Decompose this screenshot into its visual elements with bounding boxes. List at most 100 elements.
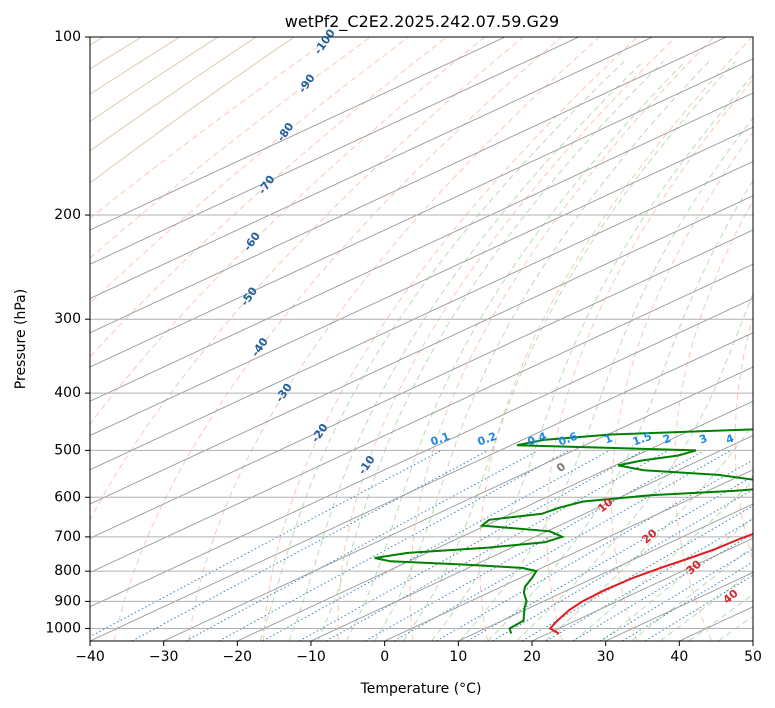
isotherm-line (90, 229, 753, 539)
dry-adiabat-label: -10 (356, 453, 378, 477)
isotherm-line (237, 400, 753, 641)
mixing-ratio-label: 1 (603, 432, 615, 447)
y-tick-label: 300 (54, 311, 81, 327)
isotherm-line (90, 298, 753, 608)
mixing-ratio-label: 0.4 (526, 430, 549, 449)
x-tick-label: −40 (75, 649, 105, 665)
moist-adiabat-label: 0 (554, 460, 568, 475)
isotherm-line (310, 435, 753, 641)
isotherm-line (90, 37, 727, 334)
moist-adiabat-label: 20 (640, 526, 660, 546)
dry-adiabat-label: -40 (249, 335, 271, 359)
y-tick-label: 600 (54, 489, 81, 505)
isotherm-line (90, 37, 506, 231)
dry-adiabat-line (90, 37, 409, 304)
moist-adiabat-line (288, 61, 644, 641)
y-axis-label: Pressure (hPa) (13, 289, 29, 389)
isotherm-line (90, 195, 753, 505)
moist-adiabat-line (402, 61, 736, 641)
dry-adiabat-label: -30 (273, 381, 295, 405)
x-axis-label: Temperature (°C) (360, 681, 482, 697)
y-tick-label: 1000 (45, 620, 81, 636)
mixing-ratio-line (393, 449, 732, 641)
isotherm-line (90, 126, 753, 436)
dry-adiabat-line (611, 131, 753, 641)
dry-adiabat-line (90, 37, 448, 358)
mixing-ratio-label: 0.6 (557, 430, 580, 449)
chart-grid (0, 37, 753, 641)
mixing-ratio-line (185, 449, 539, 641)
series-group (374, 428, 753, 635)
dry-adiabat-line (113, 37, 562, 641)
dry-adiabat-line (263, 37, 638, 641)
mixing-ratio-line (492, 488, 753, 641)
mixing-ratio-label: 3 (697, 432, 709, 447)
moist-adiabat-line (718, 615, 753, 641)
moist-adiabat-line (374, 61, 710, 641)
y-tick-label: 900 (54, 593, 81, 609)
mixing-ratio-label: 0.1 (429, 430, 452, 449)
dry-adiabat-label: -90 (296, 71, 318, 95)
mixing-ratio-label: 2 (661, 432, 673, 447)
isotherm-line (531, 537, 753, 641)
mixing-ratio-label: 1.5 (631, 430, 654, 449)
moist-adiabat-line (317, 61, 664, 641)
mixing-ratio-line (644, 574, 753, 641)
mixing-ratio-line (298, 449, 644, 641)
moist-adiabat-line (345, 61, 686, 641)
dry-adiabat-label: -80 (274, 120, 296, 144)
mixing-ratio-line (599, 548, 753, 641)
chart-axes: −40 −30 −20 −10 0 10 20 30 40 5010020030040050060… (45, 29, 762, 665)
x-tick-label: 40 (670, 649, 688, 665)
isotherm-line (90, 37, 579, 265)
mixing-ratio-line (90, 449, 442, 638)
dry-adiabat-label: -20 (309, 421, 331, 445)
dry-adiabat-label: -70 (256, 173, 278, 197)
mixing-ratio-line (218, 449, 570, 641)
x-tick-label: 10 (449, 649, 467, 665)
cold-adiabat-line (90, 37, 219, 123)
x-tick-label: 20 (523, 649, 541, 665)
isotherm-line (384, 469, 753, 641)
y-tick-label: 400 (54, 385, 81, 401)
isotherm-line (90, 263, 753, 573)
isotherm-line (90, 332, 753, 641)
mixing-ratio-label: 0.2 (476, 430, 499, 449)
y-tick-label: 100 (54, 29, 81, 45)
plot-frame (89, 36, 754, 642)
x-tick-label: 50 (744, 649, 762, 665)
moist-adiabat-label: 30 (684, 557, 704, 577)
x-tick-label: −20 (223, 649, 253, 665)
temperature-profile-line (548, 532, 753, 635)
plot-area (0, 37, 753, 641)
mixing-ratio-line (622, 561, 753, 641)
cold-adiabat-line (0, 37, 65, 641)
mixing-ratio-line (365, 449, 705, 641)
dry-adiabat-line (479, 37, 753, 641)
cold-adiabat-line (90, 37, 295, 184)
isotherm-line (605, 572, 753, 641)
isotherm-line (90, 58, 753, 368)
moist-adiabat-line (601, 516, 753, 641)
dewpoint-profile-line (374, 428, 753, 634)
isotherm-line (163, 366, 753, 641)
x-tick-label: 0 (380, 649, 389, 665)
x-tick-label: −30 (149, 649, 179, 665)
dry-adiabat-label: -100 (311, 27, 338, 57)
y-tick-label: 500 (54, 442, 81, 458)
dry-adiabat-label: -50 (238, 284, 260, 308)
dry-adiabat-line (546, 78, 753, 641)
dry-adiabat-line (90, 37, 371, 259)
isotherm-line (90, 37, 653, 300)
y-tick-label: 200 (54, 207, 81, 223)
moist-adiabat-label: 40 (721, 587, 741, 607)
dry-adiabat-line (90, 37, 486, 425)
chart-title: wetPf2_C2E2.2025.242.07.59.G29 (285, 12, 559, 32)
isotherm-line (90, 92, 753, 402)
moist-adiabat-line (487, 179, 753, 641)
cold-adiabat-line (90, 37, 257, 152)
moist-adiabat-line (688, 593, 753, 641)
isotherm-line (90, 161, 753, 471)
mixing-ratio-line (572, 533, 753, 641)
